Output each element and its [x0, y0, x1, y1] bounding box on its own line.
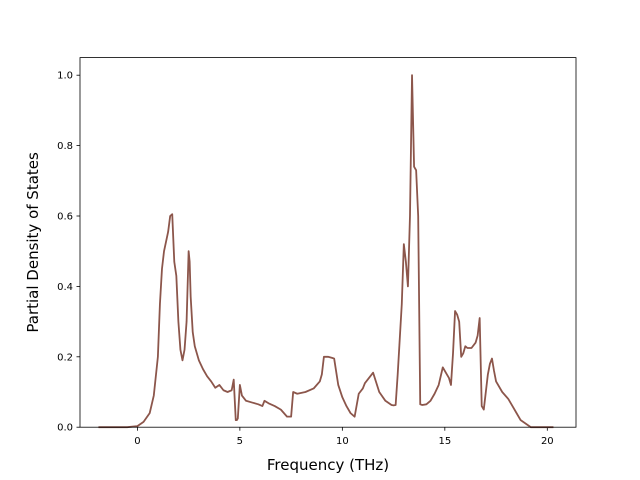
x-tick-label: 5: [237, 436, 243, 447]
y-tick-label: 0.6: [57, 212, 73, 223]
x-axis-title: Frequency (THz): [267, 456, 389, 474]
y-tick-label: 0.4: [57, 282, 73, 293]
x-tick-label: 15: [438, 436, 451, 447]
x-tick-label: 0: [134, 436, 140, 447]
y-tick-label: 0.0: [57, 423, 73, 434]
series-layer: [98, 74, 554, 429]
plot-area: [80, 57, 576, 428]
x-tick-label: 10: [336, 436, 349, 447]
y-tick-label: 1.0: [57, 71, 73, 82]
y-tick-label: 0.8: [57, 141, 73, 152]
y-axis-title: Partial Density of States: [24, 152, 42, 333]
x-axis-ticks: 0 5 10 15 20: [134, 427, 554, 447]
x-tick-label: 20: [541, 436, 554, 447]
y-axis-ticks: 0.0 0.2 0.4 0.6 0.8 1.0: [57, 71, 80, 434]
y-tick-label: 0.2: [57, 352, 73, 363]
series-line-0: [98, 74, 554, 429]
plot-frame: [79, 57, 577, 428]
